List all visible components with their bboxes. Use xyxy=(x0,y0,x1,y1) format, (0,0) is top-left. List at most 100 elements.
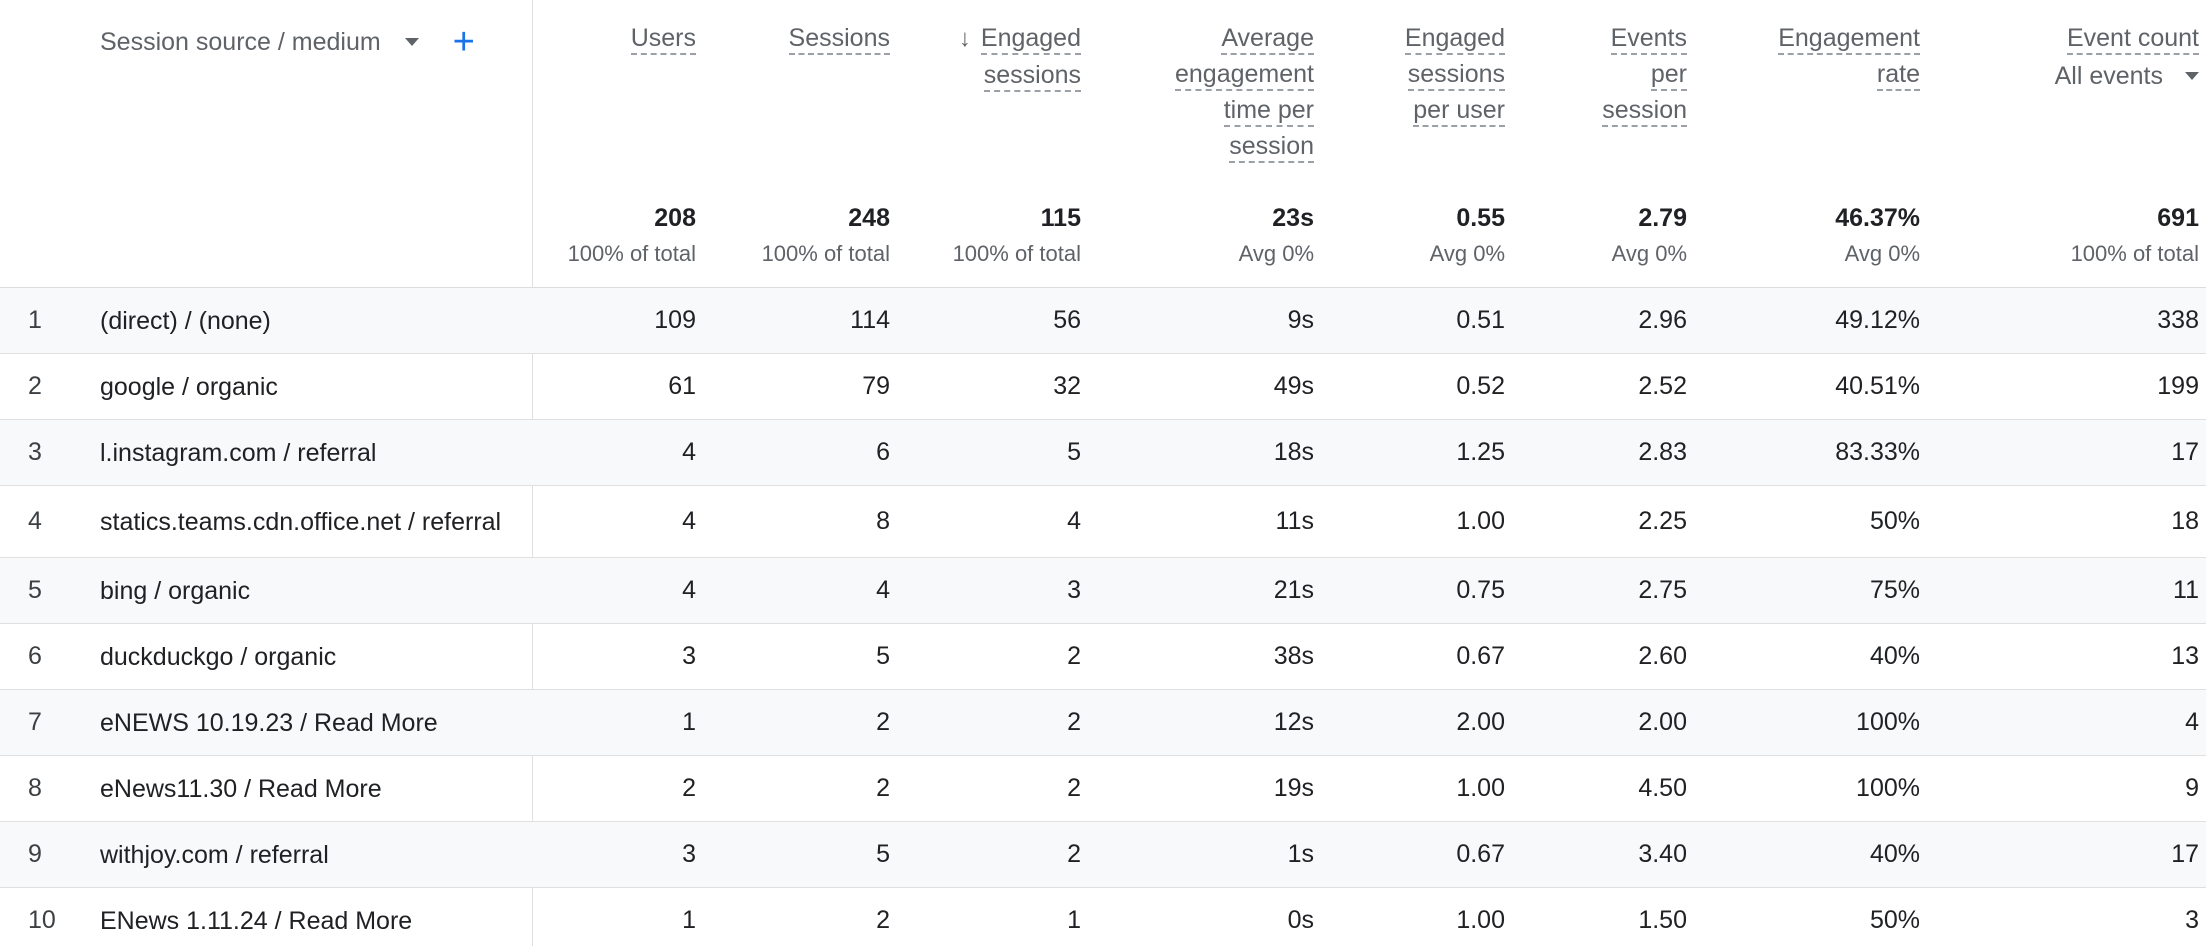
cell-engagement-rate: 50% xyxy=(1869,507,1920,535)
column-total: 0.55 Avg 0% xyxy=(1335,200,1505,272)
cell-users: 1 xyxy=(682,708,696,736)
column-title-line: rate xyxy=(1720,56,1920,92)
cell-engaged-sessions-per-user: 0.67 xyxy=(1456,642,1505,670)
total-subtext: Avg 0% xyxy=(1238,241,1314,266)
event-filter-select[interactable]: All events xyxy=(1979,58,2199,94)
cell-event-count: 17 xyxy=(2171,840,2199,868)
column-header-events-per-session[interactable]: Events per session xyxy=(1517,20,1687,128)
cell-event-count: 199 xyxy=(2157,372,2199,400)
cell-engaged-sessions-per-user: 0.51 xyxy=(1456,306,1505,334)
cell-avg-engagement-time: 9s xyxy=(1287,306,1314,334)
total-value: 691 xyxy=(2157,204,2199,232)
cell-engagement-rate: 40% xyxy=(1869,840,1920,868)
column-title-line: Sessions xyxy=(710,20,890,56)
cell-sessions: 8 xyxy=(876,507,890,535)
cell-sessions: 6 xyxy=(876,438,890,466)
cell-events-per-session: 2.83 xyxy=(1638,438,1687,466)
cell-event-count: 18 xyxy=(2171,507,2199,535)
column-title-line: Events xyxy=(1517,20,1687,56)
cell-events-per-session: 2.60 xyxy=(1638,642,1687,670)
cell-engaged-sessions-per-user: 0.75 xyxy=(1456,576,1505,604)
cell-sessions: 79 xyxy=(862,372,890,400)
chevron-down-icon[interactable] xyxy=(2185,72,2199,80)
event-filter-value: All events xyxy=(2054,62,2163,90)
cell-engagement-rate: 83.33% xyxy=(1835,438,1920,466)
cell-engaged-sessions-per-user: 1.00 xyxy=(1456,774,1505,802)
column-header-engaged-sessions[interactable]: ↓ Engaged sessions xyxy=(921,20,1081,93)
column-header-avg-engagement-time[interactable]: Average engagement time per session xyxy=(1114,20,1314,164)
table-row[interactable]: 5 bing / organic 4 4 3 21s 0.75 2.75 75% 11 xyxy=(0,558,2206,624)
cell-engaged-sessions: 1 xyxy=(1067,906,1081,934)
cell-events-per-session: 1.50 xyxy=(1638,906,1687,934)
column-header-sessions[interactable]: Sessions xyxy=(710,20,890,56)
column-header-users[interactable]: Users xyxy=(546,20,696,56)
row-dimension-value: duckduckgo / organic xyxy=(100,642,337,671)
row-dimension-value: statics.teams.cdn.office.net / referral xyxy=(100,507,502,536)
cell-engaged-sessions: 5 xyxy=(1067,438,1081,466)
column-title-line: sessions xyxy=(921,57,1081,93)
cell-sessions: 2 xyxy=(876,906,890,934)
cell-avg-engagement-time: 18s xyxy=(1273,438,1314,466)
row-dimension-value: eNEWS 10.19.23 / Read More xyxy=(100,708,438,737)
cell-events-per-session: 2.75 xyxy=(1638,576,1687,604)
cell-users: 1 xyxy=(682,906,696,934)
column-title-line: session xyxy=(1517,92,1687,128)
table-row[interactable]: 6 duckduckgo / organic 3 5 2 38s 0.67 2.60 40% 13 xyxy=(0,624,2206,690)
sort-descending-icon[interactable]: ↓ xyxy=(958,25,971,52)
total-value: 23s xyxy=(1272,204,1314,232)
table-row[interactable]: 4 statics.teams.cdn.office.net / referral… xyxy=(0,486,2206,558)
cell-avg-engagement-time: 1s xyxy=(1287,840,1314,868)
row-dimension-value: (direct) / (none) xyxy=(100,306,271,335)
dimension-label[interactable]: Session source / medium xyxy=(100,27,381,56)
table-row[interactable]: 7 eNEWS 10.19.23 / Read More 1 2 2 12s 2.00 2.0… xyxy=(0,690,2206,756)
column-header-event-count[interactable]: Event count All events xyxy=(1979,20,2199,94)
column-title-line: Event count xyxy=(1979,20,2199,56)
cell-sessions: 5 xyxy=(876,642,890,670)
dimension-header[interactable]: Session source / medium + xyxy=(100,21,479,63)
table-row[interactable]: 1 (direct) / (none) 109 114 56 9s 0.51 2.96 49.1… xyxy=(0,288,2206,354)
cell-users: 2 xyxy=(682,774,696,802)
total-value: 248 xyxy=(848,204,890,232)
table-row[interactable]: 10 ENews 1.11.24 / Read More 1 2 1 0s 1.00 1.50… xyxy=(0,888,2206,946)
row-dimension-value: withjoy.com / referral xyxy=(100,840,329,869)
column-total: 115 100% of total xyxy=(921,200,1081,272)
column-title-line: sessions xyxy=(1335,56,1505,92)
total-value: 0.55 xyxy=(1456,204,1505,232)
cell-event-count: 3 xyxy=(2185,906,2199,934)
row-index: 9 xyxy=(28,840,42,868)
cell-sessions: 2 xyxy=(876,708,890,736)
column-title-text: time per xyxy=(1223,96,1314,127)
dropdown-caret-icon[interactable] xyxy=(404,38,419,46)
column-header-engaged-sessions-per-user[interactable]: Engaged sessions per user xyxy=(1335,20,1505,128)
column-title-text: engagement xyxy=(1174,60,1314,91)
cell-sessions: 4 xyxy=(876,576,890,604)
add-dimension-button[interactable]: + xyxy=(452,21,475,63)
column-total: 46.37% Avg 0% xyxy=(1720,200,1920,272)
column-header-engagement-rate[interactable]: Engagement rate xyxy=(1720,20,1920,92)
table-row[interactable]: 2 google / organic 61 79 32 49s 0.52 2.52 40.51%… xyxy=(0,354,2206,420)
column-title-text: session xyxy=(1602,96,1687,127)
total-value: 2.79 xyxy=(1638,204,1687,232)
table-row[interactable]: 9 withjoy.com / referral 3 5 2 1s 0.67 3.40 40% 1… xyxy=(0,822,2206,888)
cell-users: 3 xyxy=(682,642,696,670)
column-title-text: per user xyxy=(1413,96,1505,127)
table-row[interactable]: 8 eNews11.30 / Read More 2 2 2 19s 1.00 4.50 100… xyxy=(0,756,2206,822)
row-dimension-value: l.instagram.com / referral xyxy=(100,438,377,467)
table-row[interactable]: 3 l.instagram.com / referral 4 6 5 18s 1.25 2.8… xyxy=(0,420,2206,486)
cell-engagement-rate: 40% xyxy=(1869,642,1920,670)
cell-engaged-sessions-per-user: 1.00 xyxy=(1456,906,1505,934)
total-subtext: 100% of total xyxy=(2070,241,2199,266)
column-title-text: sessions xyxy=(1407,60,1505,91)
row-dimension-value: bing / organic xyxy=(100,576,251,605)
row-index: 5 xyxy=(28,576,42,604)
cell-event-count: 11 xyxy=(2173,576,2199,604)
column-title-line: per xyxy=(1517,56,1687,92)
column-title-line: Users xyxy=(546,20,696,56)
column-total: 248 100% of total xyxy=(710,200,890,272)
column-total: 2.79 Avg 0% xyxy=(1517,200,1687,272)
column-total: 691 100% of total xyxy=(1979,200,2199,272)
column-title-text: Events xyxy=(1610,24,1687,55)
column-title-text: sessions xyxy=(983,61,1081,92)
column-title-text: Users xyxy=(630,24,696,55)
